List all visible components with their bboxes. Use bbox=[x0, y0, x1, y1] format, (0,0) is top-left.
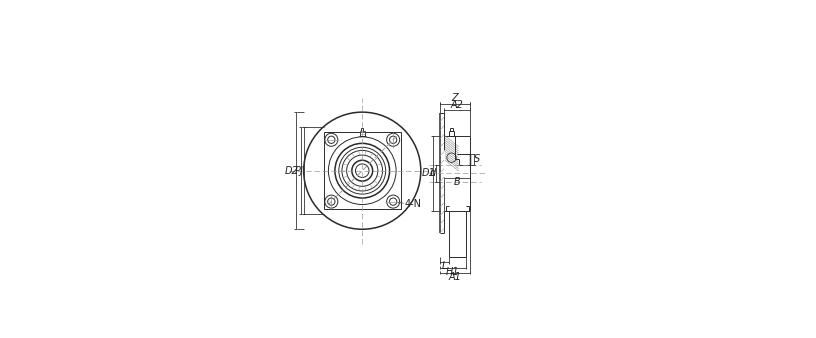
Text: Z: Z bbox=[451, 93, 459, 103]
Text: d: d bbox=[430, 168, 437, 177]
Text: D1: D1 bbox=[422, 168, 436, 178]
Text: H1: H1 bbox=[446, 267, 459, 277]
Text: S: S bbox=[474, 154, 481, 165]
Text: P: P bbox=[295, 166, 300, 176]
Text: A2: A2 bbox=[450, 100, 463, 110]
Text: A1: A1 bbox=[449, 272, 461, 282]
Bar bbox=[324, 132, 401, 209]
Text: L: L bbox=[441, 262, 447, 271]
Text: B: B bbox=[454, 177, 460, 187]
Text: J: J bbox=[299, 166, 303, 176]
Text: D2: D2 bbox=[285, 166, 299, 176]
Text: 4-N: 4-N bbox=[404, 199, 421, 209]
